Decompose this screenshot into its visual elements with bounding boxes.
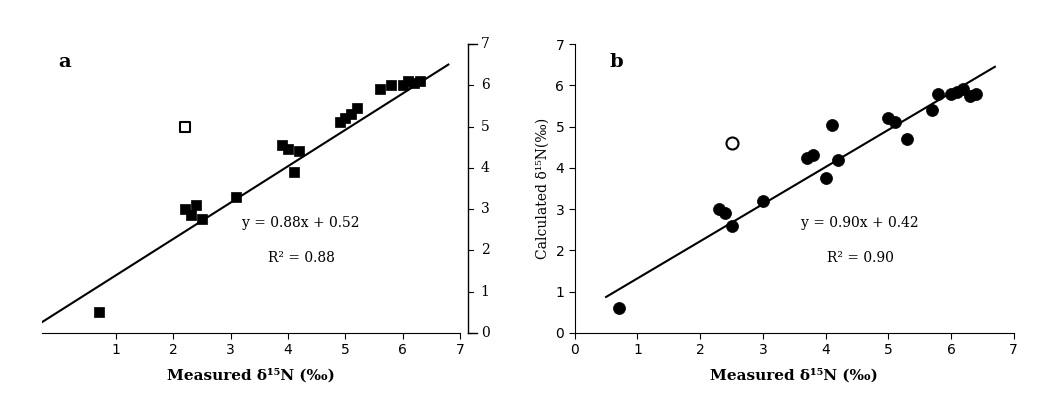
Point bbox=[723, 223, 740, 229]
Point bbox=[830, 156, 846, 163]
Point bbox=[336, 115, 353, 122]
Text: 1: 1 bbox=[481, 285, 489, 299]
Point bbox=[961, 93, 978, 99]
Text: y = 0.88x + 0.52: y = 0.88x + 0.52 bbox=[242, 216, 359, 230]
Point bbox=[711, 206, 727, 212]
Text: 2: 2 bbox=[481, 243, 489, 257]
Text: 0: 0 bbox=[481, 326, 489, 340]
Text: 5: 5 bbox=[481, 119, 489, 134]
Point bbox=[400, 78, 417, 85]
Point bbox=[805, 152, 821, 159]
Point bbox=[412, 78, 428, 85]
Point bbox=[754, 198, 771, 204]
Point bbox=[924, 107, 940, 113]
Point bbox=[610, 305, 627, 311]
Point bbox=[228, 194, 245, 200]
X-axis label: Measured δ¹⁵N (‰): Measured δ¹⁵N (‰) bbox=[711, 369, 878, 383]
Point bbox=[394, 82, 411, 89]
Point bbox=[182, 212, 199, 219]
Text: R² = 0.90: R² = 0.90 bbox=[827, 251, 893, 265]
Point bbox=[292, 148, 308, 154]
Point bbox=[949, 88, 966, 95]
Point bbox=[798, 154, 815, 161]
Point bbox=[823, 122, 840, 128]
Point bbox=[193, 216, 210, 223]
Point bbox=[899, 136, 915, 142]
Point bbox=[382, 82, 399, 89]
Point bbox=[817, 175, 834, 181]
Point bbox=[943, 90, 959, 97]
Point bbox=[880, 115, 897, 122]
Point bbox=[343, 111, 359, 117]
Y-axis label: Calculated δ¹⁵N(‰): Calculated δ¹⁵N(‰) bbox=[536, 118, 550, 259]
Point bbox=[930, 90, 947, 97]
Text: 4: 4 bbox=[481, 161, 489, 175]
Point bbox=[968, 90, 984, 97]
Point bbox=[723, 140, 740, 146]
Text: 6: 6 bbox=[481, 78, 489, 92]
Point bbox=[331, 119, 348, 126]
Point bbox=[91, 309, 108, 316]
Point bbox=[405, 80, 422, 87]
Point bbox=[371, 86, 388, 93]
Point bbox=[188, 202, 205, 208]
Text: R² = 0.88: R² = 0.88 bbox=[268, 251, 334, 265]
Point bbox=[177, 124, 193, 130]
Point bbox=[280, 146, 297, 152]
Text: 7: 7 bbox=[481, 37, 489, 51]
Text: b: b bbox=[610, 53, 624, 71]
Text: a: a bbox=[59, 53, 71, 71]
Text: 3: 3 bbox=[481, 202, 489, 216]
Point bbox=[717, 210, 734, 217]
Point bbox=[274, 142, 291, 148]
Point bbox=[285, 169, 302, 175]
Point bbox=[886, 119, 903, 126]
Point bbox=[177, 206, 193, 212]
Point bbox=[955, 86, 972, 93]
Text: y = 0.90x + 0.42: y = 0.90x + 0.42 bbox=[802, 216, 919, 230]
X-axis label: Measured δ¹⁵N (‰): Measured δ¹⁵N (‰) bbox=[167, 369, 334, 383]
Point bbox=[348, 105, 365, 111]
